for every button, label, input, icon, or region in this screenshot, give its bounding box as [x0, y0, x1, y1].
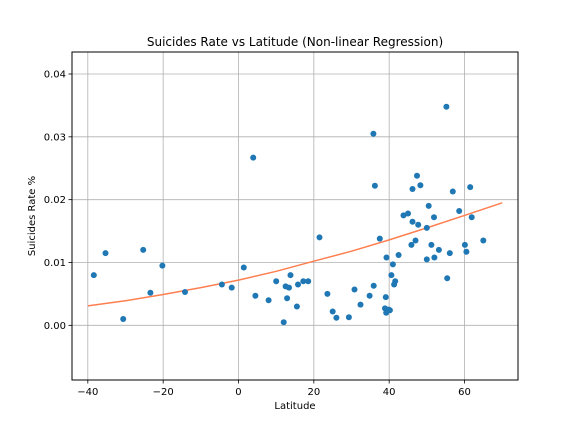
- data-point: [423, 256, 430, 263]
- x-tick-label: −40: [77, 387, 98, 398]
- data-point: [287, 272, 294, 279]
- data-point: [414, 172, 420, 179]
- y-tick-label: 0.03: [44, 132, 66, 143]
- data-point: [295, 281, 301, 288]
- data-point: [443, 103, 450, 110]
- y-tick-label: 0.04: [44, 69, 66, 80]
- data-point: [480, 237, 487, 244]
- data-point: [389, 261, 396, 268]
- data-point: [376, 235, 383, 242]
- data-point: [90, 272, 97, 279]
- x-tick-label: 0: [235, 387, 241, 398]
- data-point: [431, 254, 438, 261]
- x-tick-label: 60: [458, 387, 471, 398]
- data-point: [218, 281, 225, 288]
- data-point: [444, 275, 451, 282]
- data-points-layer: [90, 103, 487, 326]
- data-point: [120, 316, 127, 322]
- data-point: [423, 224, 430, 231]
- data-point: [305, 278, 312, 285]
- data-point: [467, 184, 474, 191]
- data-point: [405, 210, 411, 217]
- data-point: [425, 202, 432, 209]
- data-point: [293, 303, 300, 310]
- data-point: [147, 289, 154, 296]
- data-point: [351, 286, 358, 293]
- y-tick-label: 0.02: [44, 195, 66, 206]
- y-axis-label: Suicides Rate %: [27, 176, 38, 256]
- x-tick-label: −20: [153, 387, 174, 398]
- plot-area-frame: [71, 51, 519, 381]
- data-point: [357, 301, 364, 308]
- data-point: [286, 284, 292, 291]
- data-point: [252, 292, 259, 299]
- y-tick-label: 0.00: [44, 321, 66, 332]
- data-point: [284, 295, 291, 302]
- data-point: [366, 292, 373, 299]
- grid-layer: [72, 52, 518, 380]
- data-point: [280, 319, 287, 326]
- data-point: [456, 208, 463, 214]
- data-point: [415, 221, 422, 228]
- data-point: [140, 246, 147, 253]
- data-point: [417, 182, 424, 189]
- x-tick-label: 40: [383, 387, 396, 398]
- data-point: [409, 218, 416, 225]
- data-point: [386, 307, 393, 314]
- data-point: [383, 254, 390, 261]
- data-point: [446, 250, 453, 257]
- data-point: [228, 284, 235, 291]
- y-tick-label: 0.01: [44, 258, 66, 269]
- data-point: [395, 252, 402, 258]
- tick-layer: −40 −20 0 20 40 60 0.00 0.01 0.02 0.03 0.04: [44, 69, 471, 398]
- data-point: [240, 264, 247, 271]
- data-point: [435, 246, 442, 253]
- data-point: [449, 188, 456, 195]
- data-point: [370, 130, 377, 137]
- data-point: [463, 248, 470, 255]
- x-axis-label: Latitude: [274, 401, 315, 412]
- data-point: [250, 154, 257, 161]
- x-tick-label: 20: [307, 387, 320, 398]
- data-point: [388, 272, 395, 279]
- data-point: [345, 314, 352, 321]
- data-point: [409, 186, 416, 192]
- data-point: [370, 282, 377, 289]
- data-point: [461, 241, 468, 248]
- data-point: [428, 241, 435, 248]
- data-point: [159, 262, 166, 269]
- data-point: [265, 297, 272, 304]
- data-point: [408, 241, 415, 248]
- regression-curve: [87, 202, 503, 307]
- data-point: [400, 212, 407, 219]
- data-point: [392, 278, 399, 285]
- data-point: [324, 290, 331, 297]
- data-point: [382, 294, 389, 301]
- data-point: [329, 308, 336, 315]
- data-point: [333, 314, 340, 321]
- data-point: [431, 214, 437, 221]
- regression-curve-layer: [87, 202, 503, 307]
- data-point: [412, 237, 419, 244]
- data-point: [273, 278, 280, 285]
- data-point: [468, 214, 475, 221]
- chart-title: Suicides Rate vs Latitude (Non-linear Re…: [147, 35, 443, 49]
- data-point: [316, 234, 323, 241]
- data-point: [182, 289, 188, 295]
- data-point: [371, 182, 378, 189]
- data-point: [102, 250, 109, 257]
- data-point: [300, 278, 307, 285]
